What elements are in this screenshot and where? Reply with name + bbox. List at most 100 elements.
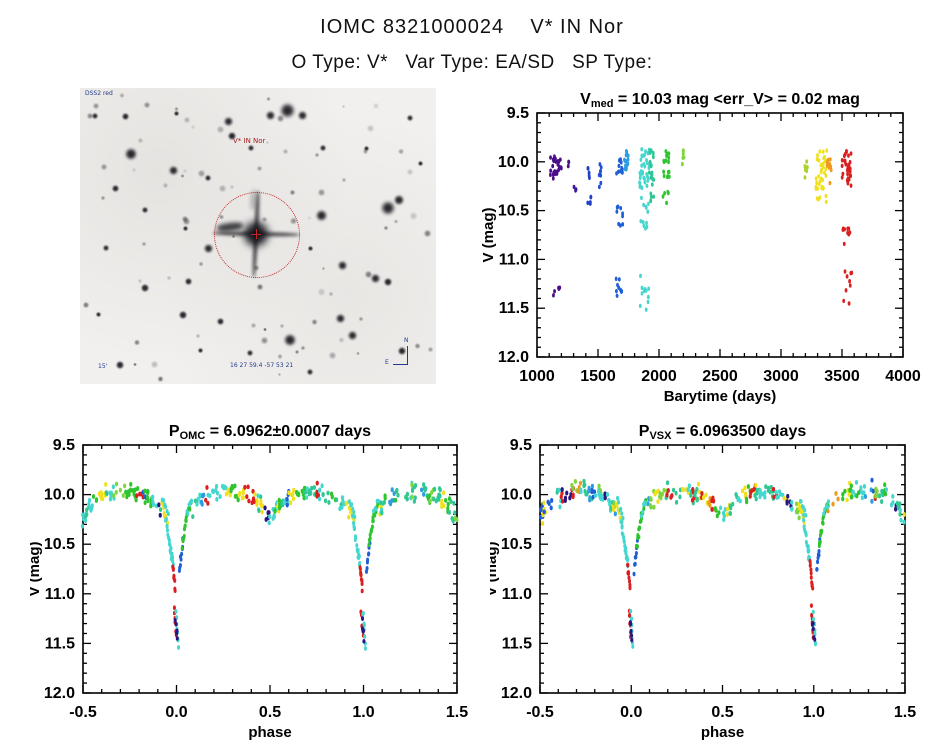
star <box>137 137 144 144</box>
star <box>182 218 190 225</box>
svg-text:11.5: 11.5 <box>502 635 532 652</box>
star <box>111 184 119 192</box>
compass-north-label: N <box>404 337 409 344</box>
star <box>266 96 271 101</box>
star <box>383 225 388 231</box>
compass-east-label: E <box>385 359 389 366</box>
star <box>247 350 253 356</box>
star <box>134 339 140 346</box>
star <box>248 145 254 151</box>
svg-text:phase: phase <box>701 724 744 741</box>
star <box>197 347 203 353</box>
survey-label: DSS2 red <box>85 90 113 97</box>
svg-text:Barytime (days): Barytime (days) <box>664 388 777 405</box>
star <box>183 117 190 124</box>
star <box>137 278 143 284</box>
timeseries-svg: 1000 1500 2000 2500 3000 3500 4000 9.5 10.0 10.5 1… <box>480 91 921 405</box>
star <box>142 241 147 246</box>
star <box>173 110 179 116</box>
star <box>328 352 336 359</box>
star <box>417 160 423 166</box>
svg-text:9.5: 9.5 <box>53 437 75 454</box>
svg-text:1000: 1000 <box>519 368 555 385</box>
star <box>297 110 307 120</box>
svg-text:0.5: 0.5 <box>711 704 733 721</box>
svg-text:10.5: 10.5 <box>498 203 529 220</box>
compass-north-line <box>407 346 408 364</box>
svg-text:11.0: 11.0 <box>45 586 75 603</box>
star <box>190 125 196 130</box>
star <box>197 170 205 177</box>
star <box>315 209 327 221</box>
star <box>317 188 325 196</box>
star <box>398 347 406 355</box>
scale-label: 15' <box>98 363 108 370</box>
compass-east-line <box>393 364 408 365</box>
star <box>216 317 224 325</box>
star <box>265 110 275 120</box>
star <box>95 311 101 317</box>
svg-text:1.5: 1.5 <box>446 704 468 721</box>
star <box>184 277 192 285</box>
target-circle <box>214 192 300 278</box>
star <box>133 362 137 367</box>
star <box>174 106 179 111</box>
star <box>166 276 171 281</box>
svg-text:phase: phase <box>248 724 291 741</box>
star <box>218 184 226 192</box>
star <box>335 313 345 323</box>
star <box>256 165 263 172</box>
star <box>279 323 285 329</box>
star <box>284 334 296 346</box>
star <box>290 190 296 196</box>
star <box>228 132 236 140</box>
star <box>320 145 326 151</box>
svg-text:10.5: 10.5 <box>44 536 75 553</box>
star <box>119 93 125 98</box>
svg-text:0.5: 0.5 <box>259 704 281 721</box>
star <box>103 245 109 251</box>
star <box>131 168 136 172</box>
star <box>182 216 188 222</box>
star <box>179 311 187 319</box>
star <box>373 103 379 109</box>
star <box>251 323 256 328</box>
svg-text:1.5: 1.5 <box>894 704 916 721</box>
star <box>407 115 413 121</box>
star <box>142 207 148 213</box>
star <box>407 168 414 175</box>
star <box>180 174 185 178</box>
svg-text:0.0: 0.0 <box>165 704 187 721</box>
phase-plot-omc: -0.5 0.0 0.5 1.0 1.5 9.5 10.0 10.5 11.0 11.5 12.0 p… <box>26 420 475 747</box>
svg-text:PVSX = 6.0963500 days: PVSX = 6.0963500 days <box>639 423 807 442</box>
star <box>282 148 288 154</box>
svg-text:V (mag): V (mag) <box>490 541 500 596</box>
svg-text:12.0: 12.0 <box>498 349 529 366</box>
svg-text:11.5: 11.5 <box>499 300 529 317</box>
star <box>223 116 233 126</box>
plot-omc-svg: -0.5 0.0 0.5 1.0 1.5 9.5 10.0 10.5 11.0 11.5 12.0 p… <box>26 423 468 741</box>
star <box>163 183 168 188</box>
star <box>347 330 357 340</box>
svg-text:3500: 3500 <box>824 368 860 385</box>
svg-text:-0.5: -0.5 <box>526 704 554 721</box>
svg-text:11.0: 11.0 <box>502 586 532 603</box>
star <box>182 225 188 231</box>
star <box>168 165 178 175</box>
star <box>198 261 204 267</box>
star <box>342 178 346 182</box>
star <box>424 230 431 238</box>
star <box>315 153 320 157</box>
star <box>321 266 325 270</box>
svg-text:V (mag): V (mag) <box>480 207 497 262</box>
star <box>384 278 392 286</box>
star <box>409 212 417 220</box>
star <box>337 260 347 270</box>
svg-text:10.5: 10.5 <box>501 536 532 553</box>
star <box>363 145 369 151</box>
star <box>257 284 264 291</box>
timeseries-plot: 1000 1500 2000 2500 3000 3500 4000 9.5 10.0 10.5 1… <box>455 85 944 410</box>
page-subtitle: O Type: V* Var Type: EA/SD SP Type: <box>291 52 653 73</box>
star <box>358 316 363 321</box>
